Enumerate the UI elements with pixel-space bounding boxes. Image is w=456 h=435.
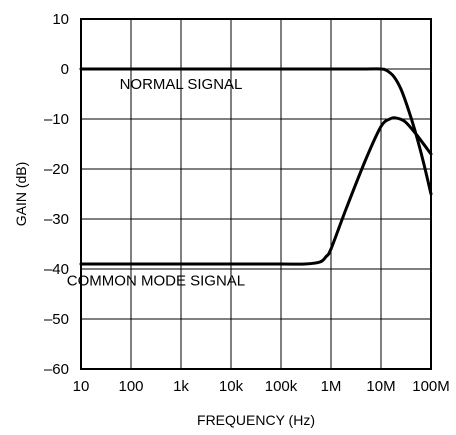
- x-tick-label: 100: [118, 378, 143, 395]
- annotations: NORMAL SIGNAL COMMON MODE SIGNAL: [67, 76, 245, 290]
- x-axis-label: FREQUENCY (Hz): [197, 412, 315, 428]
- y-tick-label: –20: [44, 161, 69, 178]
- x-tick-label: 1M: [321, 378, 342, 395]
- plot-frame: [80, 18, 432, 370]
- y-tick-label: –50: [44, 311, 69, 328]
- y-tick-label: –60: [44, 361, 69, 378]
- y-axis-label: GAIN (dB): [13, 162, 29, 227]
- y-tick-label: 10: [52, 11, 69, 28]
- x-tick-label: 100M: [412, 378, 450, 395]
- grid: [80, 18, 432, 370]
- series-annotation: NORMAL SIGNAL: [120, 76, 243, 93]
- x-tick-label: 1k: [173, 378, 189, 395]
- y-tick-label: –30: [44, 211, 69, 228]
- x-tick-label: 10: [73, 378, 90, 395]
- x-tick-label: 10k: [219, 378, 244, 395]
- series-line-0: [79, 67, 433, 196]
- x-tick-label: 10M: [366, 378, 395, 395]
- x-tick-label: 100k: [265, 378, 298, 395]
- tick-labels: 10 100 1k 10k 100k 1M 10M 100M100–10–20–30–40–5…: [44, 11, 450, 395]
- series-lines: [79, 67, 433, 266]
- y-tick-label: –40: [44, 261, 69, 278]
- y-tick-label: –10: [44, 111, 69, 128]
- y-tick-label: 0: [61, 61, 69, 78]
- series-annotation: COMMON MODE SIGNAL: [67, 273, 245, 290]
- series-line-1: [79, 116, 433, 266]
